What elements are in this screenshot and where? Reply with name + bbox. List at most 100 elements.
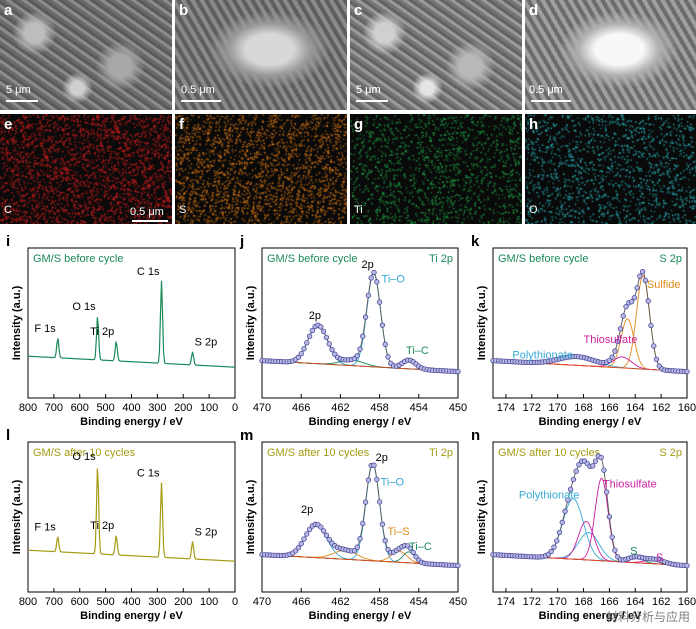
- data-point: [298, 351, 304, 357]
- x-tick-label: 600: [71, 596, 89, 608]
- data-point: [365, 292, 372, 298]
- component-label: Ti–C: [406, 345, 429, 357]
- data-point: [301, 536, 307, 542]
- component-label: Polythionate: [512, 349, 573, 361]
- element-label: O: [529, 204, 538, 216]
- data-point: [554, 538, 560, 544]
- data-point: [376, 499, 383, 505]
- data-point: [323, 334, 330, 341]
- data-point: [645, 298, 651, 304]
- data-point: [634, 285, 640, 291]
- peak-label: C 1s: [137, 467, 160, 479]
- data-point: [570, 476, 577, 483]
- condition-label: GM/S before cycle: [33, 253, 123, 265]
- eds-map-oxygen: h O: [525, 114, 696, 224]
- data-point: [548, 548, 554, 555]
- data-point: [323, 532, 330, 538]
- sem-image-a: a 5 μm: [0, 0, 172, 110]
- eds-dots: [0, 114, 172, 224]
- x-tick-label: 800: [19, 402, 37, 414]
- scale-bar-label: 5 μm: [356, 84, 381, 96]
- peak-label: S 2p: [195, 526, 218, 538]
- panel-letter: h: [529, 116, 539, 133]
- eds-map-sulfur: f S: [175, 114, 347, 224]
- xps-charts: i GM/S before cycle 800 700 600 500 400 300 200 1…: [6, 233, 696, 622]
- survey-spectrum-line: [27, 280, 236, 368]
- x-tick-label: 458: [370, 402, 388, 414]
- data-point: [615, 338, 621, 345]
- data-point: [357, 346, 363, 352]
- x-tick-label: 172: [523, 596, 541, 608]
- x-tick-label: 300: [148, 596, 166, 608]
- plot-frame: [261, 441, 459, 593]
- data-point: [556, 529, 563, 536]
- x-axis-label: Binding energy / eV: [309, 610, 412, 622]
- region-label: S 2p: [659, 253, 682, 265]
- data-point: [360, 333, 366, 339]
- watermark: 材料分析与应用: [605, 610, 690, 624]
- scale-bar-label: 0.5 μm: [529, 84, 563, 96]
- data-point: [309, 327, 316, 334]
- x-tick-label: 174: [497, 596, 515, 608]
- data-point: [620, 313, 626, 319]
- plot-frame: [27, 441, 236, 593]
- x-tick-label: 160: [678, 596, 696, 608]
- plot-frame: [261, 247, 459, 399]
- scale-bar-label: 0.5 μm: [181, 84, 215, 96]
- scale-bar: [181, 100, 221, 102]
- x-tick-label: 0: [232, 596, 238, 608]
- scale-bar: [132, 220, 168, 222]
- data-point: [320, 528, 327, 534]
- data-point: [329, 347, 335, 353]
- x-tick-label: 174: [497, 402, 515, 414]
- scale-bar-label: 5 μm: [6, 84, 31, 96]
- data-point: [413, 554, 419, 560]
- survey-spectrum-line: [27, 468, 236, 562]
- x-tick-label: 162: [652, 596, 670, 608]
- data-point: [374, 476, 380, 483]
- data-point: [371, 269, 377, 276]
- x-tick-label: 600: [71, 402, 89, 414]
- x-tick-label: 450: [449, 402, 467, 414]
- plot-frame: [492, 441, 688, 593]
- x-tick-label: 800: [19, 596, 37, 608]
- peak-label: O 1s: [72, 451, 96, 463]
- data-point: [551, 544, 557, 550]
- peak-label-2p3/2: 2p: [361, 259, 373, 271]
- x-tick-label: 168: [574, 402, 592, 414]
- data-point: [612, 348, 618, 354]
- component-label: Ti–C: [409, 541, 432, 553]
- data-point: [617, 326, 624, 332]
- x-tick-label: 500: [96, 596, 114, 608]
- data-point: [609, 354, 615, 360]
- x-tick-label: 700: [45, 596, 63, 608]
- peak-label: S 2p: [195, 337, 218, 349]
- data-point: [295, 545, 302, 551]
- x-tick-label: 100: [200, 402, 218, 414]
- peak-label: C 1s: [137, 266, 160, 278]
- x-tick-label: 166: [600, 402, 618, 414]
- component-label: Ti–O: [382, 274, 406, 286]
- x-tick-label: 462: [331, 402, 349, 414]
- data-point: [385, 354, 391, 360]
- x-tick-label: 166: [600, 596, 618, 608]
- panel-letter: n: [471, 427, 480, 444]
- x-tick-label: 162: [652, 402, 670, 414]
- x-tick-label: 470: [253, 596, 271, 608]
- data-point: [609, 534, 615, 540]
- peak-label-2p1/2: 2p: [301, 504, 313, 516]
- data-point: [357, 536, 363, 542]
- peak-label: Ti 2p: [90, 520, 114, 532]
- data-point: [382, 538, 388, 544]
- panel-letter: k: [471, 233, 480, 250]
- plot-frame: [27, 247, 236, 399]
- data-point: [559, 519, 565, 526]
- x-axis-label: Binding energy / eV: [309, 416, 412, 428]
- panel-letter: j: [239, 233, 244, 250]
- region-label: Ti 2p: [429, 253, 453, 265]
- data-point: [374, 279, 380, 285]
- sem-image-b: b 0.5 μm: [175, 0, 347, 110]
- data-point: [354, 353, 360, 359]
- peak-label-2p3/2: 2p: [376, 452, 388, 464]
- data-point: [684, 368, 690, 375]
